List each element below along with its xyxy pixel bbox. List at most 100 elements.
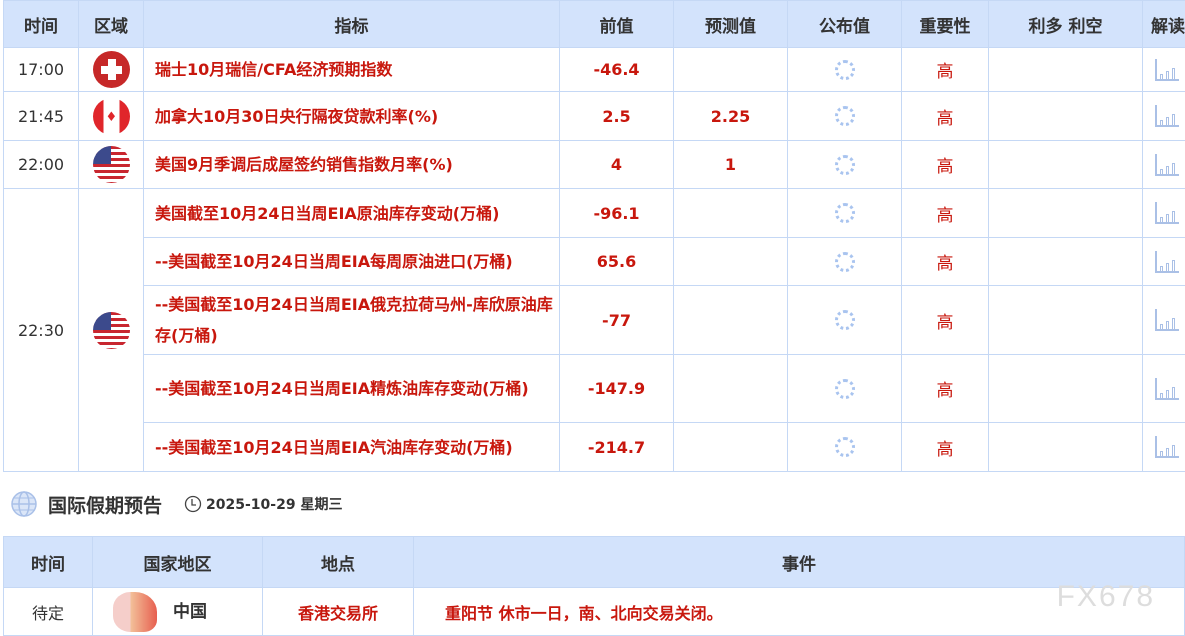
impact (989, 141, 1143, 189)
actual-value (788, 92, 902, 141)
importance: 高 (902, 423, 989, 472)
event-time: 22:00 (4, 141, 79, 189)
col-place: 地点 (263, 537, 414, 588)
holiday-section-header: 国际假期预告 2025-10-29 星期三 (10, 490, 342, 518)
usa-flag-icon (93, 312, 130, 349)
event-time: 22:30 (4, 189, 79, 472)
holiday-place: 香港交易所 (263, 588, 414, 636)
event-time: 17:00 (4, 48, 79, 92)
chart-analysis-icon[interactable] (1155, 154, 1179, 176)
impact (989, 423, 1143, 472)
indicator-link[interactable]: --美国截至10月24日当周EIA汽油库存变动(万桶) (144, 423, 560, 472)
loading-spinner-icon (835, 155, 855, 175)
forecast-value (674, 286, 788, 355)
forecast-value (674, 238, 788, 286)
previous-value: 65.6 (560, 238, 674, 286)
col-region: 区域 (79, 1, 144, 48)
indicator-link[interactable]: 美国截至10月24日当周EIA原油库存变动(万桶) (144, 189, 560, 238)
indicator-link[interactable]: --美国截至10月24日当周EIA俄克拉荷马州-库欣原油库存(万桶) (144, 286, 560, 355)
previous-value: -96.1 (560, 189, 674, 238)
previous-value: 2.5 (560, 92, 674, 141)
indicator-link[interactable]: 瑞士10月瑞信/CFA经济预期指数 (144, 48, 560, 92)
col-time: 时间 (4, 537, 93, 588)
previous-value: -46.4 (560, 48, 674, 92)
impact (989, 48, 1143, 92)
chart-analysis-icon[interactable] (1155, 309, 1179, 331)
impact (989, 92, 1143, 141)
loading-spinner-icon (835, 60, 855, 80)
importance: 高 (902, 286, 989, 355)
importance: 高 (902, 238, 989, 286)
clock-icon (184, 495, 202, 513)
importance: 高 (902, 355, 989, 423)
actual-value (788, 423, 902, 472)
previous-value: 4 (560, 141, 674, 189)
chart-analysis-icon[interactable] (1155, 251, 1179, 273)
indicator-link[interactable]: --美国截至10月24日当周EIA精炼油库存变动(万桶) (144, 355, 560, 423)
analysis-cell[interactable] (1143, 286, 1185, 355)
impact (989, 355, 1143, 423)
impact (989, 189, 1143, 238)
forecast-value (674, 355, 788, 423)
chart-analysis-icon[interactable] (1155, 378, 1179, 400)
table-row: --美国截至10月24日当周EIA汽油库存变动(万桶)-214.7 高 (4, 423, 1185, 472)
importance: 高 (902, 141, 989, 189)
canada-flag-icon: ♦ (93, 98, 130, 135)
table-header: 时间 国家地区 地点 事件 (4, 537, 1185, 588)
region-flag: ♦ (79, 92, 144, 141)
forecast-value (674, 423, 788, 472)
analysis-cell[interactable] (1143, 423, 1185, 472)
event-time: 21:45 (4, 92, 79, 141)
table-row: 待定 中国 香港交易所 重阳节 休市一日，南、北向交易关闭。 (4, 588, 1185, 636)
region-flag (79, 189, 144, 472)
actual-value (788, 286, 902, 355)
analysis-cell[interactable] (1143, 141, 1185, 189)
actual-value (788, 189, 902, 238)
chart-analysis-icon[interactable] (1155, 436, 1179, 458)
holiday-country: 中国 (93, 588, 263, 636)
china-map-icon (113, 592, 157, 632)
analysis-cell[interactable] (1143, 48, 1185, 92)
actual-value (788, 48, 902, 92)
col-country: 国家地区 (93, 537, 263, 588)
chart-analysis-icon[interactable] (1155, 59, 1179, 81)
col-analysis: 解读 (1143, 1, 1185, 48)
globe-icon (10, 490, 38, 518)
table-header: 时间 区域 指标 前值 预测值 公布值 重要性 利多 利空 解读 (4, 1, 1185, 48)
col-indicator: 指标 (144, 1, 560, 48)
usa-flag-icon (93, 146, 130, 183)
table-row: 17:00 瑞士10月瑞信/CFA经济预期指数-46.4 高 (4, 48, 1185, 92)
indicator-link[interactable]: 加拿大10月30日央行隔夜贷款利率(%) (144, 92, 560, 141)
loading-spinner-icon (835, 379, 855, 399)
economic-calendar-table: 时间 区域 指标 前值 预测值 公布值 重要性 利多 利空 解读 17:00 瑞士… (3, 0, 1185, 472)
analysis-cell[interactable] (1143, 92, 1185, 141)
importance: 高 (902, 48, 989, 92)
indicator-link[interactable]: 美国9月季调后成屋签约销售指数月率(%) (144, 141, 560, 189)
col-forecast: 预测值 (674, 1, 788, 48)
previous-value: -147.9 (560, 355, 674, 423)
analysis-cell[interactable] (1143, 189, 1185, 238)
actual-value (788, 238, 902, 286)
analysis-cell[interactable] (1143, 355, 1185, 423)
loading-spinner-icon (835, 437, 855, 457)
importance: 高 (902, 92, 989, 141)
forecast-value: 2.25 (674, 92, 788, 141)
forecast-value (674, 48, 788, 92)
col-impact: 利多 利空 (989, 1, 1143, 48)
actual-value (788, 141, 902, 189)
loading-spinner-icon (835, 310, 855, 330)
previous-value: -77 (560, 286, 674, 355)
forecast-value: 1 (674, 141, 788, 189)
chart-analysis-icon[interactable] (1155, 105, 1179, 127)
indicator-link[interactable]: --美国截至10月24日当周EIA每周原油进口(万桶) (144, 238, 560, 286)
chart-analysis-icon[interactable] (1155, 202, 1179, 224)
impact (989, 286, 1143, 355)
previous-value: -214.7 (560, 423, 674, 472)
section-date: 2025-10-29 星期三 (206, 494, 342, 514)
analysis-cell[interactable] (1143, 238, 1185, 286)
watermark: FX678 (1057, 580, 1155, 614)
col-previous: 前值 (560, 1, 674, 48)
